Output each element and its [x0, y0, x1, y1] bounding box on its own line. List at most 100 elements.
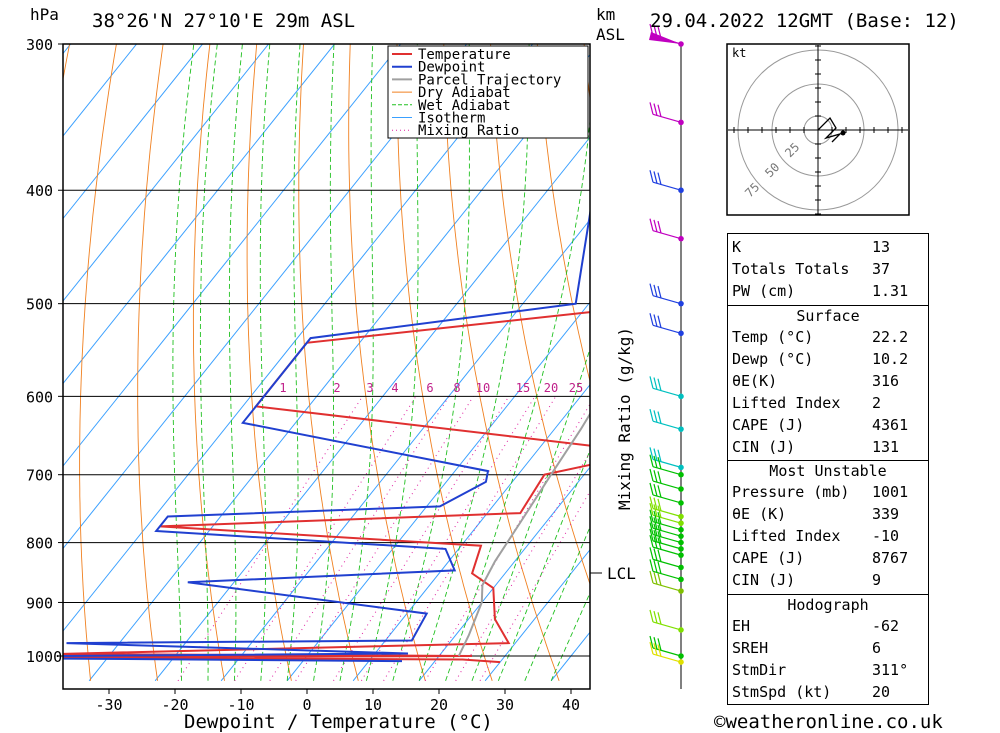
wind-level-dot — [678, 552, 684, 558]
index-label: EH — [732, 617, 751, 635]
wet-adiabat-line — [286, 44, 301, 681]
isotherm-line — [0, 27, 18, 681]
wind-level-dot — [678, 464, 684, 471]
wind-level-dot — [678, 659, 684, 665]
km-unit-label: km — [596, 5, 615, 24]
hodograph: kt 25 50 75 — [726, 43, 910, 216]
index-label: CIN (J) — [732, 438, 796, 456]
index-row-cape: CAPE (J) 4361 — [728, 415, 928, 436]
index-label: CAPE (J) — [732, 549, 805, 567]
index-value: 37 — [872, 260, 891, 278]
wind-level-dot — [678, 486, 684, 492]
index-label: Lifted Index — [732, 527, 841, 545]
wind-barb — [649, 170, 682, 191]
wind-level-dot — [678, 513, 684, 520]
background-lines — [0, 27, 1000, 682]
index-row-tt: Totals Totals 37 — [728, 259, 928, 280]
mixing-ratio-line — [234, 396, 417, 682]
indices-panel: K 13 Totals Totals 37 PW (cm) 1.31 Surface … — [727, 233, 929, 705]
pressure-tick-label: 1000 — [26, 648, 62, 666]
wind-level-dot — [678, 564, 684, 571]
temperature-tick-label: 0 — [302, 696, 311, 714]
wind-barb — [649, 447, 682, 468]
index-value: 2 — [872, 394, 882, 412]
credit-text: ©weatheronline.co.uk — [714, 711, 943, 733]
surface-title: Surface — [728, 305, 928, 327]
wind-level-dot — [678, 533, 684, 539]
temperature-tick-label: -10 — [227, 696, 254, 714]
isotherm-line — [63, 44, 270, 302]
dry-adiabat-line — [192, 44, 225, 681]
temperature-tick-label: 40 — [562, 696, 580, 714]
wind-level-dot — [678, 653, 684, 659]
temperature-tick-label: 30 — [496, 696, 514, 714]
index-label: StmDir — [732, 661, 787, 679]
index-row-temp: Temp (°C) 22.2 — [728, 327, 928, 348]
wind-barb — [649, 570, 682, 592]
dry-adiabat-line — [443, 44, 560, 681]
mixing-ratio-labels: 1 2 3 4 6 8 10 15 20 25 — [279, 381, 583, 395]
wind-level-dot — [678, 471, 684, 478]
wet-adiabat-line — [259, 44, 271, 681]
mixing-ratio-label: 25 — [569, 381, 583, 395]
index-row-dewp: Dewp (°C) 10.2 — [728, 349, 928, 370]
index-label: Dewp (°C) — [732, 350, 814, 368]
dry-adiabat-line — [63, 44, 71, 82]
pressure-tick-label: 600 — [26, 388, 53, 406]
legend-entry: Wet Adiabat — [418, 98, 511, 114]
dry-adiabat-line — [246, 44, 292, 681]
wet-adiabat-line — [365, 44, 419, 681]
dry-adiabat-line — [298, 44, 359, 681]
wet-adiabat-line — [418, 44, 530, 681]
wind-barb — [649, 468, 682, 490]
hpa-unit-label: hPa — [30, 5, 59, 24]
index-row-sreh: SREH 6 — [728, 638, 928, 659]
index-label: K — [732, 238, 742, 256]
dry-adiabat-line — [79, 44, 117, 681]
dry-adiabat-line — [396, 44, 493, 681]
index-label: SREH — [732, 639, 769, 657]
pressure-tick-label: 800 — [26, 535, 53, 553]
wind-barb — [649, 609, 682, 631]
wind-level-dot — [678, 520, 684, 526]
index-label: PW (cm) — [732, 282, 796, 300]
isotherm-line — [63, 44, 336, 385]
index-row-mu-li: Lifted Index -10 — [728, 526, 928, 547]
index-value: 13 — [872, 238, 891, 256]
wind-barb — [649, 218, 682, 240]
index-label: Lifted Index — [732, 394, 841, 412]
mixing-ratio-label: 20 — [544, 381, 558, 395]
x-axis-title: Dewpoint / Temperature (°C) — [184, 711, 493, 733]
wind-barb — [649, 408, 682, 430]
dry-adiabat-line — [490, 44, 590, 586]
index-label: Temp (°C) — [732, 328, 814, 346]
mixing-ratio-label: 15 — [516, 381, 530, 395]
mixing-ratio-label: 3 — [366, 381, 373, 395]
index-value: -10 — [872, 527, 900, 545]
index-row-cin: CIN (J) 131 — [728, 437, 928, 458]
index-row-eh: EH -62 — [728, 616, 928, 637]
index-value: -62 — [872, 617, 900, 635]
index-row-mu-cin: CIN (J) 9 — [728, 570, 928, 591]
temperature-tick-labels: -30 -20 -10 0 10 20 30 40 — [95, 689, 580, 714]
isotherm-line — [484, 548, 590, 682]
mixing-ratio-label: 4 — [391, 381, 398, 395]
wet-adiabat-line — [339, 44, 374, 681]
wet-adiabat-line — [445, 116, 590, 681]
legend-entry: Dry Adiabat — [418, 85, 511, 101]
wind-barb — [649, 482, 682, 504]
wind-level-dot — [678, 588, 684, 594]
index-label: θE(K) — [732, 372, 778, 390]
wind-barb — [649, 641, 682, 663]
index-row-mu-cape: CAPE (J) 8767 — [728, 548, 928, 569]
index-value: 131 — [872, 438, 900, 456]
wind-barb — [649, 509, 682, 531]
dry-adiabat-line — [953, 27, 1000, 681]
index-value: 9 — [872, 571, 882, 589]
wind-barb — [649, 496, 682, 518]
index-value: 20 — [872, 683, 891, 701]
isotherm-line — [63, 44, 204, 220]
wind-level-dot — [678, 546, 684, 552]
index-value: 10.2 — [872, 350, 909, 368]
